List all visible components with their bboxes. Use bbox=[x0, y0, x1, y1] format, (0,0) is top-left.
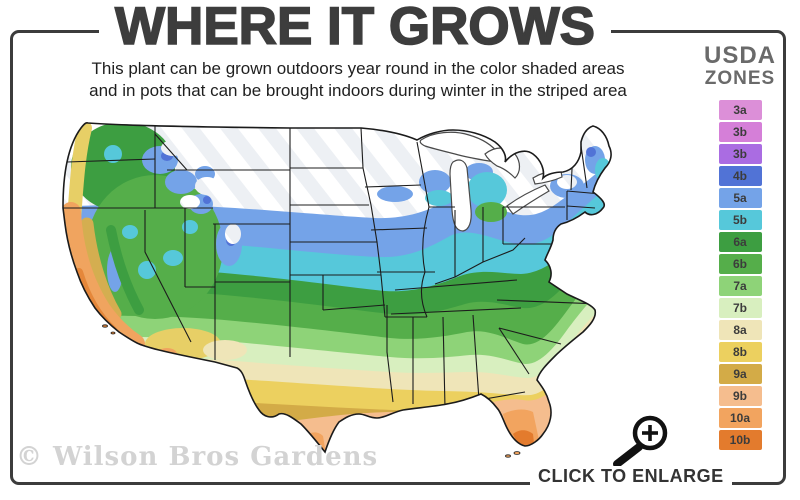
usda-zone-map bbox=[62, 121, 612, 458]
zone-swatch-7b: 7b bbox=[718, 297, 762, 318]
zone-swatch-4b: 4b bbox=[718, 165, 762, 186]
watermark: © Wilson Bros Gardens bbox=[16, 442, 379, 472]
zone-swatch-5a: 5a bbox=[718, 187, 762, 208]
zone-swatch-10a: 10a bbox=[718, 407, 762, 428]
zone-swatch-9a: 9a bbox=[718, 363, 762, 384]
click-to-enlarge-label[interactable]: CLICK TO ENLARGE bbox=[530, 466, 732, 487]
zone-swatch-8a: 8a bbox=[718, 319, 762, 340]
zone-swatch-list: 3a 3b 3b 4b 5a 5b 6a 6b 7a 7b 8a 8b 9a 9… bbox=[718, 99, 762, 452]
zone-swatch-9b: 9b bbox=[718, 385, 762, 406]
legend-heading-usda: USDA bbox=[703, 42, 776, 69]
great-lakes bbox=[419, 131, 563, 232]
subtitle-line-2: and in pots that can be brought indoors … bbox=[89, 81, 627, 101]
usda-zones-legend: USDA ZONES 3a 3b 3b 4b 5a 5b 6a 6b 7a 7b… bbox=[690, 44, 790, 452]
small-islands bbox=[102, 324, 521, 458]
subtitle-line-1: This plant can be grown outdoors year ro… bbox=[91, 59, 625, 78]
zone-swatch-3a: 3a bbox=[718, 99, 762, 120]
zone-swatch-8b: 8b bbox=[718, 341, 762, 362]
zone-swatch-3b: 3b bbox=[718, 121, 762, 142]
magnifier-plus-icon[interactable] bbox=[602, 404, 680, 470]
legend-heading-zones: ZONES bbox=[704, 68, 776, 89]
zone-swatch-6b: 6b bbox=[718, 253, 762, 274]
subtitle: This plant can be grown outdoors year ro… bbox=[48, 58, 668, 103]
page-title: WHERE IT GROWS bbox=[99, 0, 611, 54]
zone-swatch-5b: 5b bbox=[718, 209, 762, 230]
western-zone-patches bbox=[63, 122, 247, 360]
zone-swatch-3b-2: 3b bbox=[718, 143, 762, 164]
state-borders bbox=[63, 125, 602, 409]
zone-swatch-6a: 6a bbox=[718, 231, 762, 252]
us-outline bbox=[62, 121, 612, 454]
zone-swatch-7a: 7a bbox=[718, 275, 762, 296]
header: WHERE IT GROWS bbox=[40, 0, 670, 54]
zone-swatch-10b: 10b bbox=[718, 429, 762, 450]
